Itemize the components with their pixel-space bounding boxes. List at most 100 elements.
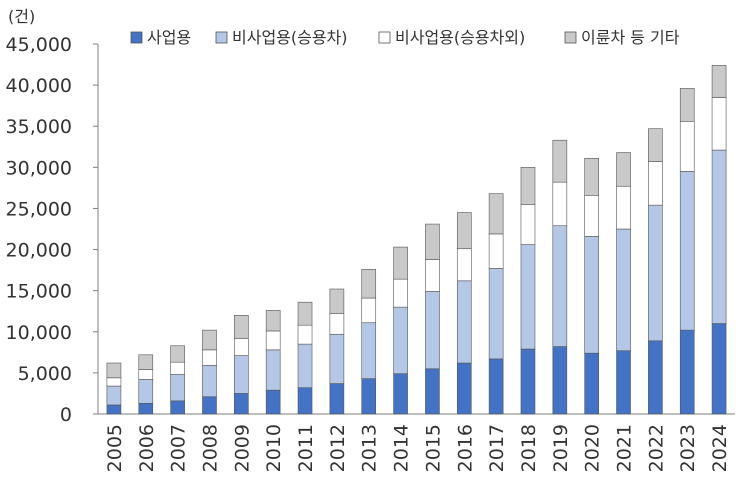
- bar-segment-2006-series-2: [138, 369, 154, 380]
- bar-segment-2022-series-1: [648, 204, 663, 342]
- x-tick-label-2005: 2005: [104, 424, 126, 472]
- bar-segment-2005-series-1: [106, 385, 122, 406]
- bar-segment-2014-series-3: [393, 246, 408, 280]
- bar-segment-2007-series-2: [170, 361, 185, 375]
- unit-label: (건): [8, 7, 35, 26]
- y-tick-label: 10,000: [6, 322, 72, 344]
- x-tick-label-2009: 2009: [231, 424, 253, 472]
- legend-label-1: 비사업용(승용차): [232, 28, 348, 47]
- bar-segment-2014-series-0: [393, 373, 408, 415]
- x-tick-label-2011: 2011: [295, 424, 317, 472]
- bar-segment-2017-series-0: [488, 358, 504, 415]
- bar-segment-2013-series-1: [361, 322, 377, 379]
- bar-segment-2020-series-2: [584, 194, 599, 237]
- bar-segment-2010-series-2: [265, 330, 281, 351]
- bar-segment-2013-series-3: [361, 268, 377, 299]
- y-tick-label: 35,000: [6, 116, 72, 138]
- bar-segment-2020-series-1: [584, 236, 599, 354]
- bar-segment-2018-series-2: [520, 204, 536, 245]
- bar-segment-2023-series-2: [679, 120, 695, 172]
- x-tick-label-2021: 2021: [614, 424, 636, 472]
- bar-segment-2024-series-0: [711, 323, 727, 415]
- x-tick-label-2013: 2013: [359, 424, 381, 472]
- x-tick-label-2007: 2007: [168, 424, 190, 472]
- bar-segment-2009-series-3: [234, 315, 249, 339]
- bar-segment-2016-series-2: [456, 248, 472, 282]
- y-tick-label: 30,000: [6, 157, 72, 179]
- bar-segment-2022-series-0: [648, 340, 663, 415]
- bar-segment-2024-series-3: [711, 65, 727, 98]
- y-tick-label: 25,000: [6, 198, 72, 220]
- bar-segment-2011-series-2: [297, 324, 313, 345]
- x-tick-label-2017: 2017: [486, 424, 508, 472]
- bar-segment-2008-series-1: [202, 365, 217, 398]
- bar-segment-2007-series-0: [170, 400, 185, 415]
- bar-segment-2019-series-1: [552, 225, 568, 347]
- x-tick-label-2022: 2022: [645, 424, 667, 472]
- bar-segment-2005-series-0: [106, 404, 122, 415]
- x-tick-label-2023: 2023: [677, 424, 699, 472]
- bar-segment-2008-series-0: [202, 396, 217, 415]
- bar-segment-2014-series-1: [393, 306, 408, 375]
- bar-segment-2006-series-0: [138, 403, 154, 415]
- x-tick-label-2014: 2014: [391, 424, 413, 472]
- bar-segment-2018-series-1: [520, 244, 536, 350]
- bar-segment-2017-series-1: [488, 268, 504, 360]
- bar-segment-2018-series-3: [520, 167, 536, 205]
- bar-segment-2021-series-2: [616, 185, 631, 230]
- x-tick-label-2019: 2019: [550, 424, 572, 472]
- bar-segment-2012-series-2: [329, 313, 345, 335]
- bar-segment-2015-series-2: [425, 259, 440, 292]
- x-tick-label-2016: 2016: [454, 424, 476, 472]
- legend-label-3: 이륜차 등 기타: [581, 28, 680, 47]
- y-tick-label: 45,000: [6, 34, 72, 56]
- bar-segment-2005-series-3: [106, 362, 122, 379]
- y-tick-label: 20,000: [6, 240, 72, 262]
- bar-segment-2022-series-2: [648, 161, 663, 206]
- bar-segment-2006-series-3: [138, 354, 154, 370]
- y-axis: 0 5,000 10,000 15,000 20,000 25,000 30,000 35,0…: [6, 34, 99, 426]
- bar-segment-2022-series-3: [648, 128, 663, 162]
- legend-swatch-0: [130, 31, 143, 44]
- bar-segment-2010-series-3: [265, 310, 281, 332]
- bar-segment-2017-series-2: [488, 233, 504, 269]
- bar-segment-2012-series-3: [329, 288, 345, 314]
- x-tick-label-2006: 2006: [136, 424, 158, 472]
- bar-segment-2023-series-1: [679, 171, 695, 331]
- bar-segment-2023-series-0: [679, 329, 695, 415]
- legend-label-0: 사업용: [147, 28, 191, 47]
- bars: [106, 65, 727, 415]
- bar-segment-2010-series-0: [265, 389, 281, 415]
- bar-segment-2024-series-1: [711, 149, 727, 324]
- bar-segment-2011-series-3: [297, 301, 313, 326]
- bar-segment-2021-series-1: [616, 228, 631, 351]
- bar-segment-2007-series-3: [170, 345, 185, 363]
- bar-segment-2015-series-1: [425, 291, 440, 370]
- bar-segment-2008-series-2: [202, 349, 217, 366]
- bar-segment-2023-series-3: [679, 88, 695, 122]
- legend: 사업용 비사업용(승용차) 비사업용(승용차외) 이륜차 등 기타: [130, 28, 680, 47]
- bar-segment-2016-series-0: [456, 362, 472, 415]
- bar-segment-2007-series-1: [170, 374, 185, 402]
- bar-segment-2015-series-0: [425, 368, 440, 415]
- bar-segment-2009-series-0: [234, 393, 249, 415]
- bar-segment-2012-series-1: [329, 333, 345, 384]
- bar-segment-2011-series-1: [297, 343, 313, 388]
- bar-segment-2020-series-3: [584, 157, 599, 196]
- bar-segment-2013-series-0: [361, 378, 377, 415]
- bar-segment-2020-series-0: [584, 352, 599, 415]
- x-tick-label-2015: 2015: [422, 424, 444, 472]
- bar-segment-2009-series-2: [234, 338, 249, 356]
- legend-swatch-1: [215, 31, 228, 44]
- legend-swatch-2: [378, 31, 391, 44]
- x-tick-label-2020: 2020: [582, 424, 604, 472]
- x-tick-label-2024: 2024: [709, 424, 731, 472]
- x-tick-label-2018: 2018: [518, 424, 540, 472]
- bar-segment-2017-series-3: [488, 193, 504, 235]
- bar-segment-2015-series-3: [425, 223, 440, 260]
- bar-segment-2021-series-0: [616, 350, 631, 415]
- bar-segment-2008-series-3: [202, 329, 217, 351]
- bar-segment-2006-series-1: [138, 379, 154, 404]
- legend-swatch-3: [564, 31, 577, 44]
